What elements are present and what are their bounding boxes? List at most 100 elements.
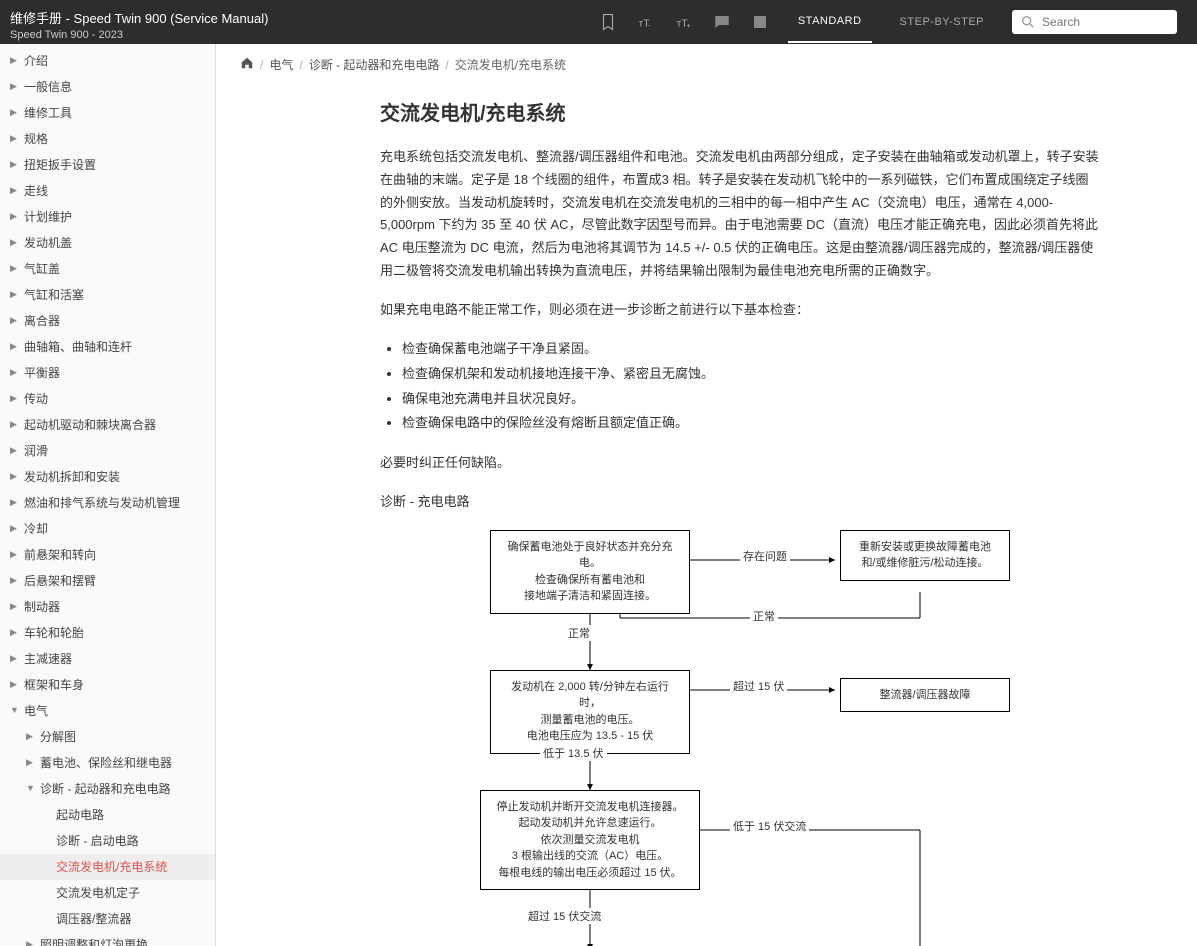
- chevron-icon: ▶: [10, 678, 20, 692]
- sidebar-item[interactable]: ▼ 诊断 - 起动器和充电电路: [0, 776, 215, 802]
- search-input[interactable]: [1042, 15, 1162, 29]
- sidebar-item-label: 诊断 - 起动器和充电电路: [40, 780, 171, 798]
- breadcrumb-home-icon[interactable]: [240, 56, 254, 73]
- sidebar-item[interactable]: ▶平衡器: [0, 360, 215, 386]
- chevron-icon: ▶: [10, 236, 20, 250]
- tab-standard[interactable]: STANDARD: [788, 1, 872, 43]
- text-smaller-icon[interactable]: ᴛT-: [636, 12, 656, 32]
- sidebar-item[interactable]: ▶燃油和排气系统与发动机管理: [0, 490, 215, 516]
- sidebar-item[interactable]: ▶蓄电池、保险丝和继电器: [0, 750, 215, 776]
- sidebar-item[interactable]: ▶气缸和活塞: [0, 282, 215, 308]
- sidebar-item[interactable]: ▶ 介绍: [0, 48, 215, 74]
- article: 交流发电机/充电系统 充电系统包括交流发电机、整流器/调压器组件和电池。交流发电…: [380, 97, 1100, 946]
- para-diag-title: 诊断 - 充电电路: [380, 491, 1100, 514]
- sidebar-item-label: 扭矩扳手设置: [24, 156, 96, 174]
- flow-label-over15: 超过 15 伏: [730, 678, 787, 694]
- note-icon[interactable]: [750, 12, 770, 32]
- sidebar-item[interactable]: ▶分解图: [0, 724, 215, 750]
- sidebar-item[interactable]: 诊断 - 启动电路: [0, 828, 215, 854]
- text-larger-icon[interactable]: ᴛT+: [674, 12, 694, 32]
- sidebar-item[interactable]: ▶车轮和轮胎: [0, 620, 215, 646]
- flow-label-normal: 正常: [750, 608, 778, 624]
- sidebar-item[interactable]: ▶计划维护: [0, 204, 215, 230]
- flow-label-normal: 正常: [565, 625, 593, 641]
- chevron-icon: ▶: [10, 340, 20, 354]
- flow-node-replace-battery: 重新安装或更换故障蓄电池和/或维修脏污/松动连接。: [840, 530, 1010, 581]
- main-content: / 电气 / 诊断 - 起动器和充电电路 / 交流发电机/充电系统 交流发电机/…: [216, 44, 1197, 946]
- flow-node-regulator-fault: 整流器/调压器故障: [840, 678, 1010, 713]
- sidebar-item[interactable]: ▶前悬架和转向: [0, 542, 215, 568]
- tab-step-by-step[interactable]: STEP-BY-STEP: [890, 2, 994, 42]
- search-box[interactable]: [1012, 10, 1177, 34]
- sidebar-item[interactable]: ▶一般信息: [0, 74, 215, 100]
- chevron-icon: ▶: [10, 600, 20, 614]
- sidebar-item[interactable]: ▶维修工具: [0, 100, 215, 126]
- sidebar-item[interactable]: ▶ 曲轴箱、曲轴和连杆: [0, 334, 215, 360]
- sidebar-item[interactable]: ▶传动: [0, 386, 215, 412]
- bookmark-icon[interactable]: [598, 12, 618, 32]
- svg-text:+: +: [686, 21, 691, 30]
- sidebar-item[interactable]: ▶ 发动机盖: [0, 230, 215, 256]
- sidebar-item[interactable]: ▶扭矩扳手设置: [0, 152, 215, 178]
- sidebar-item-label: 润滑: [24, 442, 48, 460]
- chevron-icon: ▶: [10, 288, 20, 302]
- page-title: 交流发电机/充电系统: [380, 97, 1100, 126]
- sidebar-item-label: 调压器/整流器: [56, 910, 131, 928]
- flowchart: 确保蓄电池处于良好状态并充分充电。检查确保所有蓄电池和接地端子清洁和紧固连接。 …: [440, 530, 1120, 946]
- sidebar-item-label: 交流发电机/充电系统: [56, 858, 167, 876]
- sidebar-item[interactable]: ▶走线: [0, 178, 215, 204]
- check-item: 确保电池充满电并且状况良好。: [402, 387, 1100, 412]
- sidebar-item[interactable]: ▼电气: [0, 698, 215, 724]
- chevron-icon: ▶: [10, 314, 20, 328]
- sidebar-item[interactable]: 起动电路: [0, 802, 215, 828]
- chevron-icon: ▶: [10, 652, 20, 666]
- chevron-icon: ▶: [10, 522, 20, 536]
- sidebar-item[interactable]: ▶离合器: [0, 308, 215, 334]
- sidebar-item-label: 曲轴箱、曲轴和连杆: [24, 338, 132, 356]
- sidebar-item-label: 冷却: [24, 520, 48, 538]
- sidebar-item[interactable]: ▶发动机拆卸和安装: [0, 464, 215, 490]
- sidebar-item[interactable]: 调压器/整流器: [0, 906, 215, 932]
- header-toolbar: ᴛT- ᴛT+ STANDARD STEP-BY-STEP: [598, 1, 1187, 43]
- sidebar-item-label: 发动机盖: [24, 234, 72, 252]
- sidebar-item-label: 介绍: [24, 52, 48, 70]
- breadcrumb-l2[interactable]: 诊断 - 起动器和充电电路: [309, 56, 440, 73]
- sidebar-item[interactable]: ▶ 规格: [0, 126, 215, 152]
- breadcrumb-sep: /: [299, 58, 302, 72]
- flow-label-over15ac: 超过 15 伏交流: [525, 908, 604, 924]
- chevron-icon: ▶: [10, 574, 20, 588]
- chevron-icon: ▶: [10, 444, 20, 458]
- sidebar-item[interactable]: ▶气缸盖: [0, 256, 215, 282]
- sidebar-item[interactable]: ▶框架和车身: [0, 672, 215, 698]
- sidebar-item[interactable]: ▶ 润滑: [0, 438, 215, 464]
- breadcrumb-l1[interactable]: 电气: [269, 56, 293, 73]
- chevron-icon: ▼: [26, 782, 36, 796]
- nav-sidebar: ▶介绍▶一般信息▶维修工具▶规格▶扭矩扳手设置▶走线▶计划维护▶发动机盖▶气缸盖…: [0, 44, 216, 946]
- sidebar-item[interactable]: ▶制动器: [0, 594, 215, 620]
- sidebar-item[interactable]: ▶ 冷却: [0, 516, 215, 542]
- sidebar-item[interactable]: 交流发电机/充电系统: [0, 854, 215, 880]
- sidebar-item-label: 规格: [24, 130, 48, 148]
- sidebar-item-label: 起动电路: [56, 806, 104, 824]
- header-subtitle: Speed Twin 900 - 2023: [10, 29, 598, 41]
- chevron-icon: ▶: [10, 366, 20, 380]
- sidebar-item[interactable]: ▶后悬架和摆臂: [0, 568, 215, 594]
- sidebar-item-label: 分解图: [40, 728, 76, 746]
- flow-label-under135: 低于 13.5 伏: [540, 745, 607, 761]
- app-header: 维修手册 - Speed Twin 900 (Service Manual) S…: [0, 0, 1197, 44]
- para-intro: 充电系统包括交流发电机、整流器/调压器组件和电池。交流发电机由两部分组成，定子安…: [380, 146, 1100, 283]
- sidebar-item-label: 计划维护: [24, 208, 72, 226]
- sidebar-item[interactable]: ▶主减速器: [0, 646, 215, 672]
- chevron-icon: ▶: [10, 132, 20, 146]
- sidebar-item[interactable]: ▶照明调整和灯泡更换: [0, 932, 215, 946]
- sidebar-item-label: 传动: [24, 390, 48, 408]
- sidebar-item[interactable]: 交流发电机定子: [0, 880, 215, 906]
- comment-icon[interactable]: [712, 12, 732, 32]
- chevron-icon: ▶: [10, 548, 20, 562]
- sidebar-item-label: 蓄电池、保险丝和继电器: [40, 754, 172, 772]
- chevron-icon: ▶: [10, 184, 20, 198]
- sidebar-item[interactable]: ▶起动机驱动和棘块离合器: [0, 412, 215, 438]
- chevron-icon: ▶: [10, 262, 20, 276]
- chevron-icon: ▶: [10, 54, 20, 68]
- sidebar-item-label: 发动机拆卸和安装: [24, 468, 120, 486]
